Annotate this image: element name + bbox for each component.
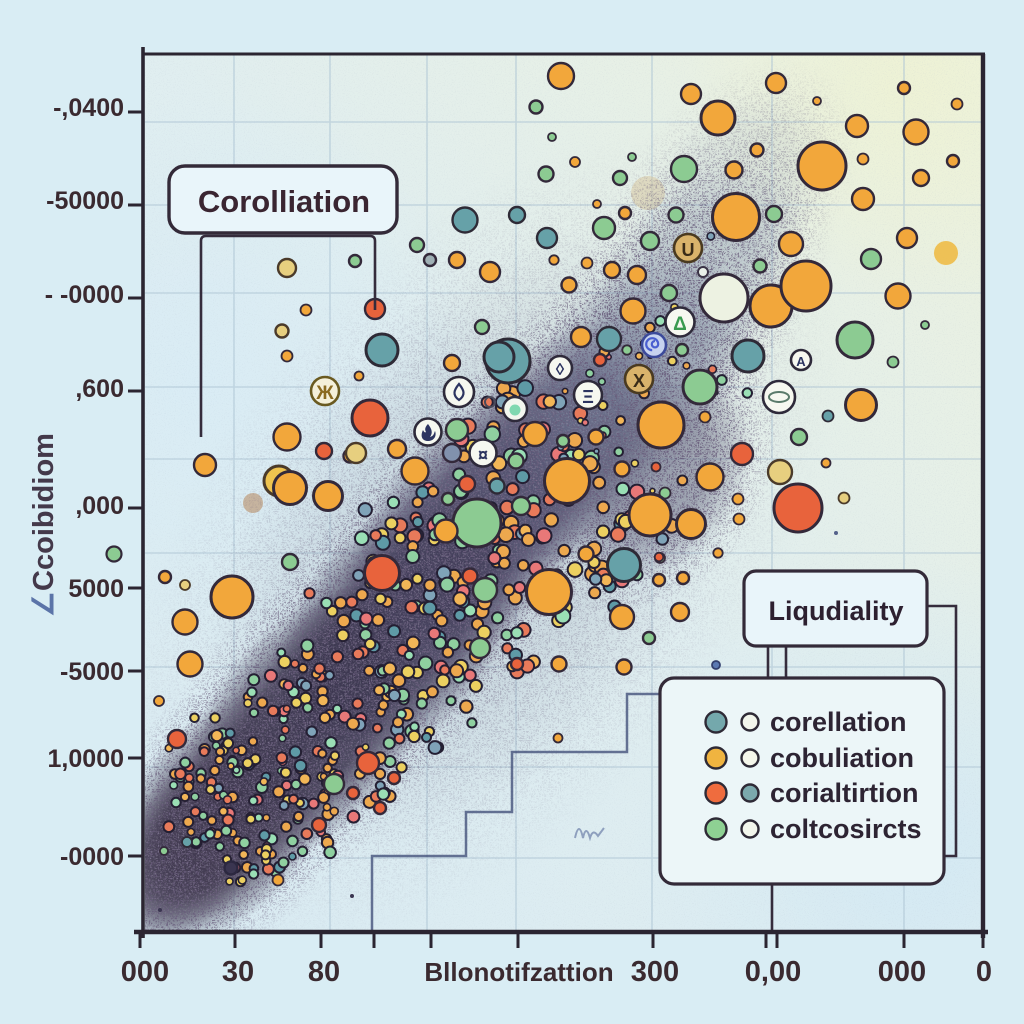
svg-text:80: 80	[308, 956, 340, 988]
svg-text:- -0000: - -0000	[45, 281, 124, 309]
svg-text:-5000: -5000	[60, 658, 124, 686]
svg-text:-50000: -50000	[46, 187, 124, 215]
svg-text:300: 300	[631, 956, 679, 988]
svg-text:Bllonotifzattion: Bllonotifzattion	[424, 957, 613, 987]
svg-text:Liqudiality: Liqudiality	[769, 596, 904, 626]
svg-text:corellation: corellation	[770, 707, 907, 737]
svg-text:∠Ccoibidiom: ∠Ccoibidiom	[28, 433, 60, 617]
svg-text:000: 000	[878, 956, 926, 988]
svg-text:-0000: -0000	[60, 843, 124, 871]
svg-text:A: A	[796, 354, 806, 369]
svg-text:000: 000	[121, 956, 169, 988]
svg-text:5000: 5000	[68, 575, 124, 603]
svg-text:Corolliation: Corolliation	[198, 184, 370, 219]
svg-text:Ж: Ж	[315, 383, 334, 404]
svg-text:X: X	[633, 371, 645, 391]
svg-text:,600: ,600	[75, 375, 124, 403]
svg-text:¤: ¤	[478, 445, 488, 465]
svg-text:cobuliation: cobuliation	[770, 743, 914, 773]
svg-text:0,00: 0,00	[745, 956, 801, 988]
svg-text:Δ: Δ	[673, 314, 687, 335]
svg-text:0: 0	[976, 956, 992, 988]
svg-text:Ξ: Ξ	[582, 387, 594, 407]
svg-text:◊: ◊	[556, 360, 565, 379]
svg-text:,000: ,000	[75, 492, 124, 520]
svg-text:U: U	[682, 240, 695, 260]
svg-text:corialtirtion: corialtirtion	[770, 778, 919, 808]
svg-text:-,0400: -,0400	[53, 94, 124, 122]
svg-text:30: 30	[222, 956, 254, 988]
svg-text:coltcosircts: coltcosircts	[770, 814, 922, 844]
svg-text:1,0000: 1,0000	[48, 745, 124, 773]
